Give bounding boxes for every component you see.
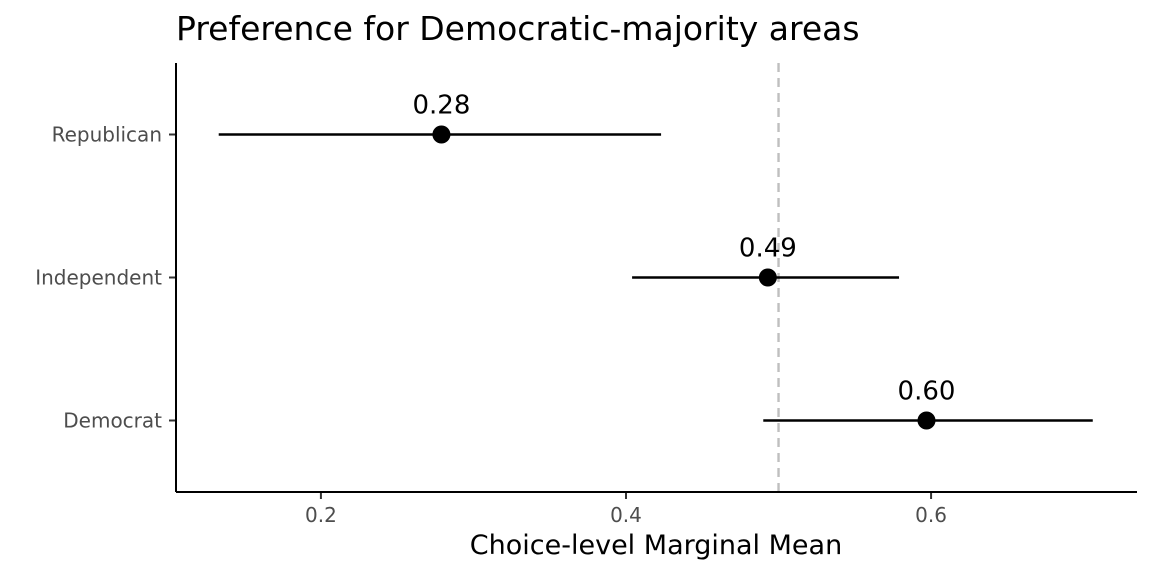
data-label: 0.49: [739, 234, 797, 264]
y-tick-label: Independent: [35, 266, 162, 290]
data-point: [758, 268, 777, 287]
y-tick-label: Republican: [52, 123, 162, 147]
data-point: [917, 411, 936, 430]
x-tick-label: 0.4: [610, 503, 642, 527]
data-label: 0.60: [898, 377, 956, 407]
x-tick-label: 0.2: [305, 503, 337, 527]
data-label: 0.28: [412, 91, 470, 121]
y-tick-label: Democrat: [63, 409, 162, 433]
chart-title: Preference for Democratic-majority areas: [176, 9, 860, 48]
data-point: [432, 125, 451, 144]
x-tick-label: 0.6: [915, 503, 947, 527]
x-axis-label: Choice-level Marginal Mean: [470, 530, 842, 561]
plot-area: 0.2 0.4 0.6 Republican 0.28 Independent 0.49 De…: [35, 63, 1093, 527]
